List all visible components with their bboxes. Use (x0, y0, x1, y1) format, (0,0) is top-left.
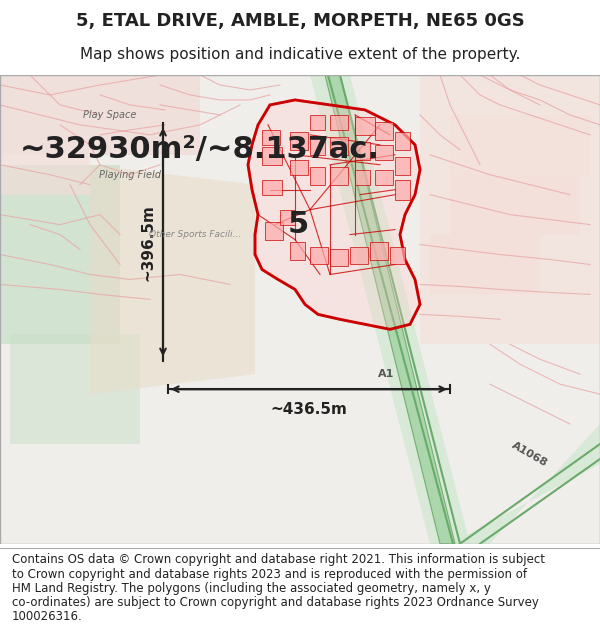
Bar (265, 222, 283, 239)
Text: 5: 5 (287, 210, 308, 239)
Text: Other Sports Facili...: Other Sports Facili... (149, 230, 241, 239)
Text: ~32930m²/~8.137ac.: ~32930m²/~8.137ac. (20, 135, 380, 164)
Polygon shape (248, 100, 420, 329)
Text: HM Land Registry. The polygons (including the associated geometry, namely x, y: HM Land Registry. The polygons (includin… (12, 582, 491, 595)
Polygon shape (0, 75, 600, 544)
Bar (330, 115, 348, 130)
Polygon shape (0, 75, 200, 155)
Polygon shape (325, 75, 455, 544)
Bar (330, 167, 348, 185)
Bar (310, 246, 328, 264)
Text: Map shows position and indicative extent of the property.: Map shows position and indicative extent… (80, 46, 520, 61)
Text: ~436.5m: ~436.5m (271, 402, 347, 417)
Bar (375, 145, 393, 160)
Bar (330, 137, 348, 155)
Bar (262, 147, 282, 165)
Text: co-ordinates) are subject to Crown copyright and database rights 2023 Ordnance S: co-ordinates) are subject to Crown copyr… (12, 596, 539, 609)
Polygon shape (310, 75, 470, 544)
Text: Play Space: Play Space (83, 110, 137, 120)
Bar (375, 122, 393, 140)
Bar (290, 160, 308, 175)
Bar (355, 117, 375, 135)
Bar (395, 180, 410, 199)
Bar (262, 130, 280, 145)
Bar (395, 132, 410, 150)
Text: ~396.5m: ~396.5m (140, 204, 155, 281)
Bar (290, 241, 305, 259)
Polygon shape (450, 175, 580, 234)
Bar (310, 167, 325, 185)
Polygon shape (0, 75, 150, 155)
Bar (290, 132, 308, 150)
Text: 5, ETAL DRIVE, AMBLE, MORPETH, NE65 0GS: 5, ETAL DRIVE, AMBLE, MORPETH, NE65 0GS (76, 12, 524, 30)
Bar (280, 209, 295, 224)
Text: 100026316.: 100026316. (12, 611, 83, 623)
Bar (310, 115, 325, 130)
Polygon shape (450, 424, 600, 544)
Bar (375, 170, 393, 185)
Bar (330, 249, 348, 266)
Polygon shape (90, 165, 255, 394)
Polygon shape (10, 334, 140, 444)
Polygon shape (0, 165, 120, 344)
Text: Contains OS data © Crown copyright and database right 2021. This information is : Contains OS data © Crown copyright and d… (12, 554, 545, 566)
Bar (370, 241, 388, 259)
Bar (355, 142, 370, 160)
Bar (390, 246, 405, 264)
Bar (310, 137, 325, 155)
Polygon shape (450, 115, 590, 175)
Text: Playing Field: Playing Field (99, 170, 161, 180)
Bar (262, 180, 282, 194)
Polygon shape (430, 234, 540, 294)
Polygon shape (0, 75, 90, 194)
Bar (395, 157, 410, 175)
Bar (350, 246, 368, 264)
Text: A1068: A1068 (511, 440, 550, 468)
Bar (355, 170, 370, 185)
Text: to Crown copyright and database rights 2023 and is reproduced with the permissio: to Crown copyright and database rights 2… (12, 568, 527, 581)
Text: A1: A1 (378, 369, 394, 379)
Polygon shape (420, 75, 600, 344)
